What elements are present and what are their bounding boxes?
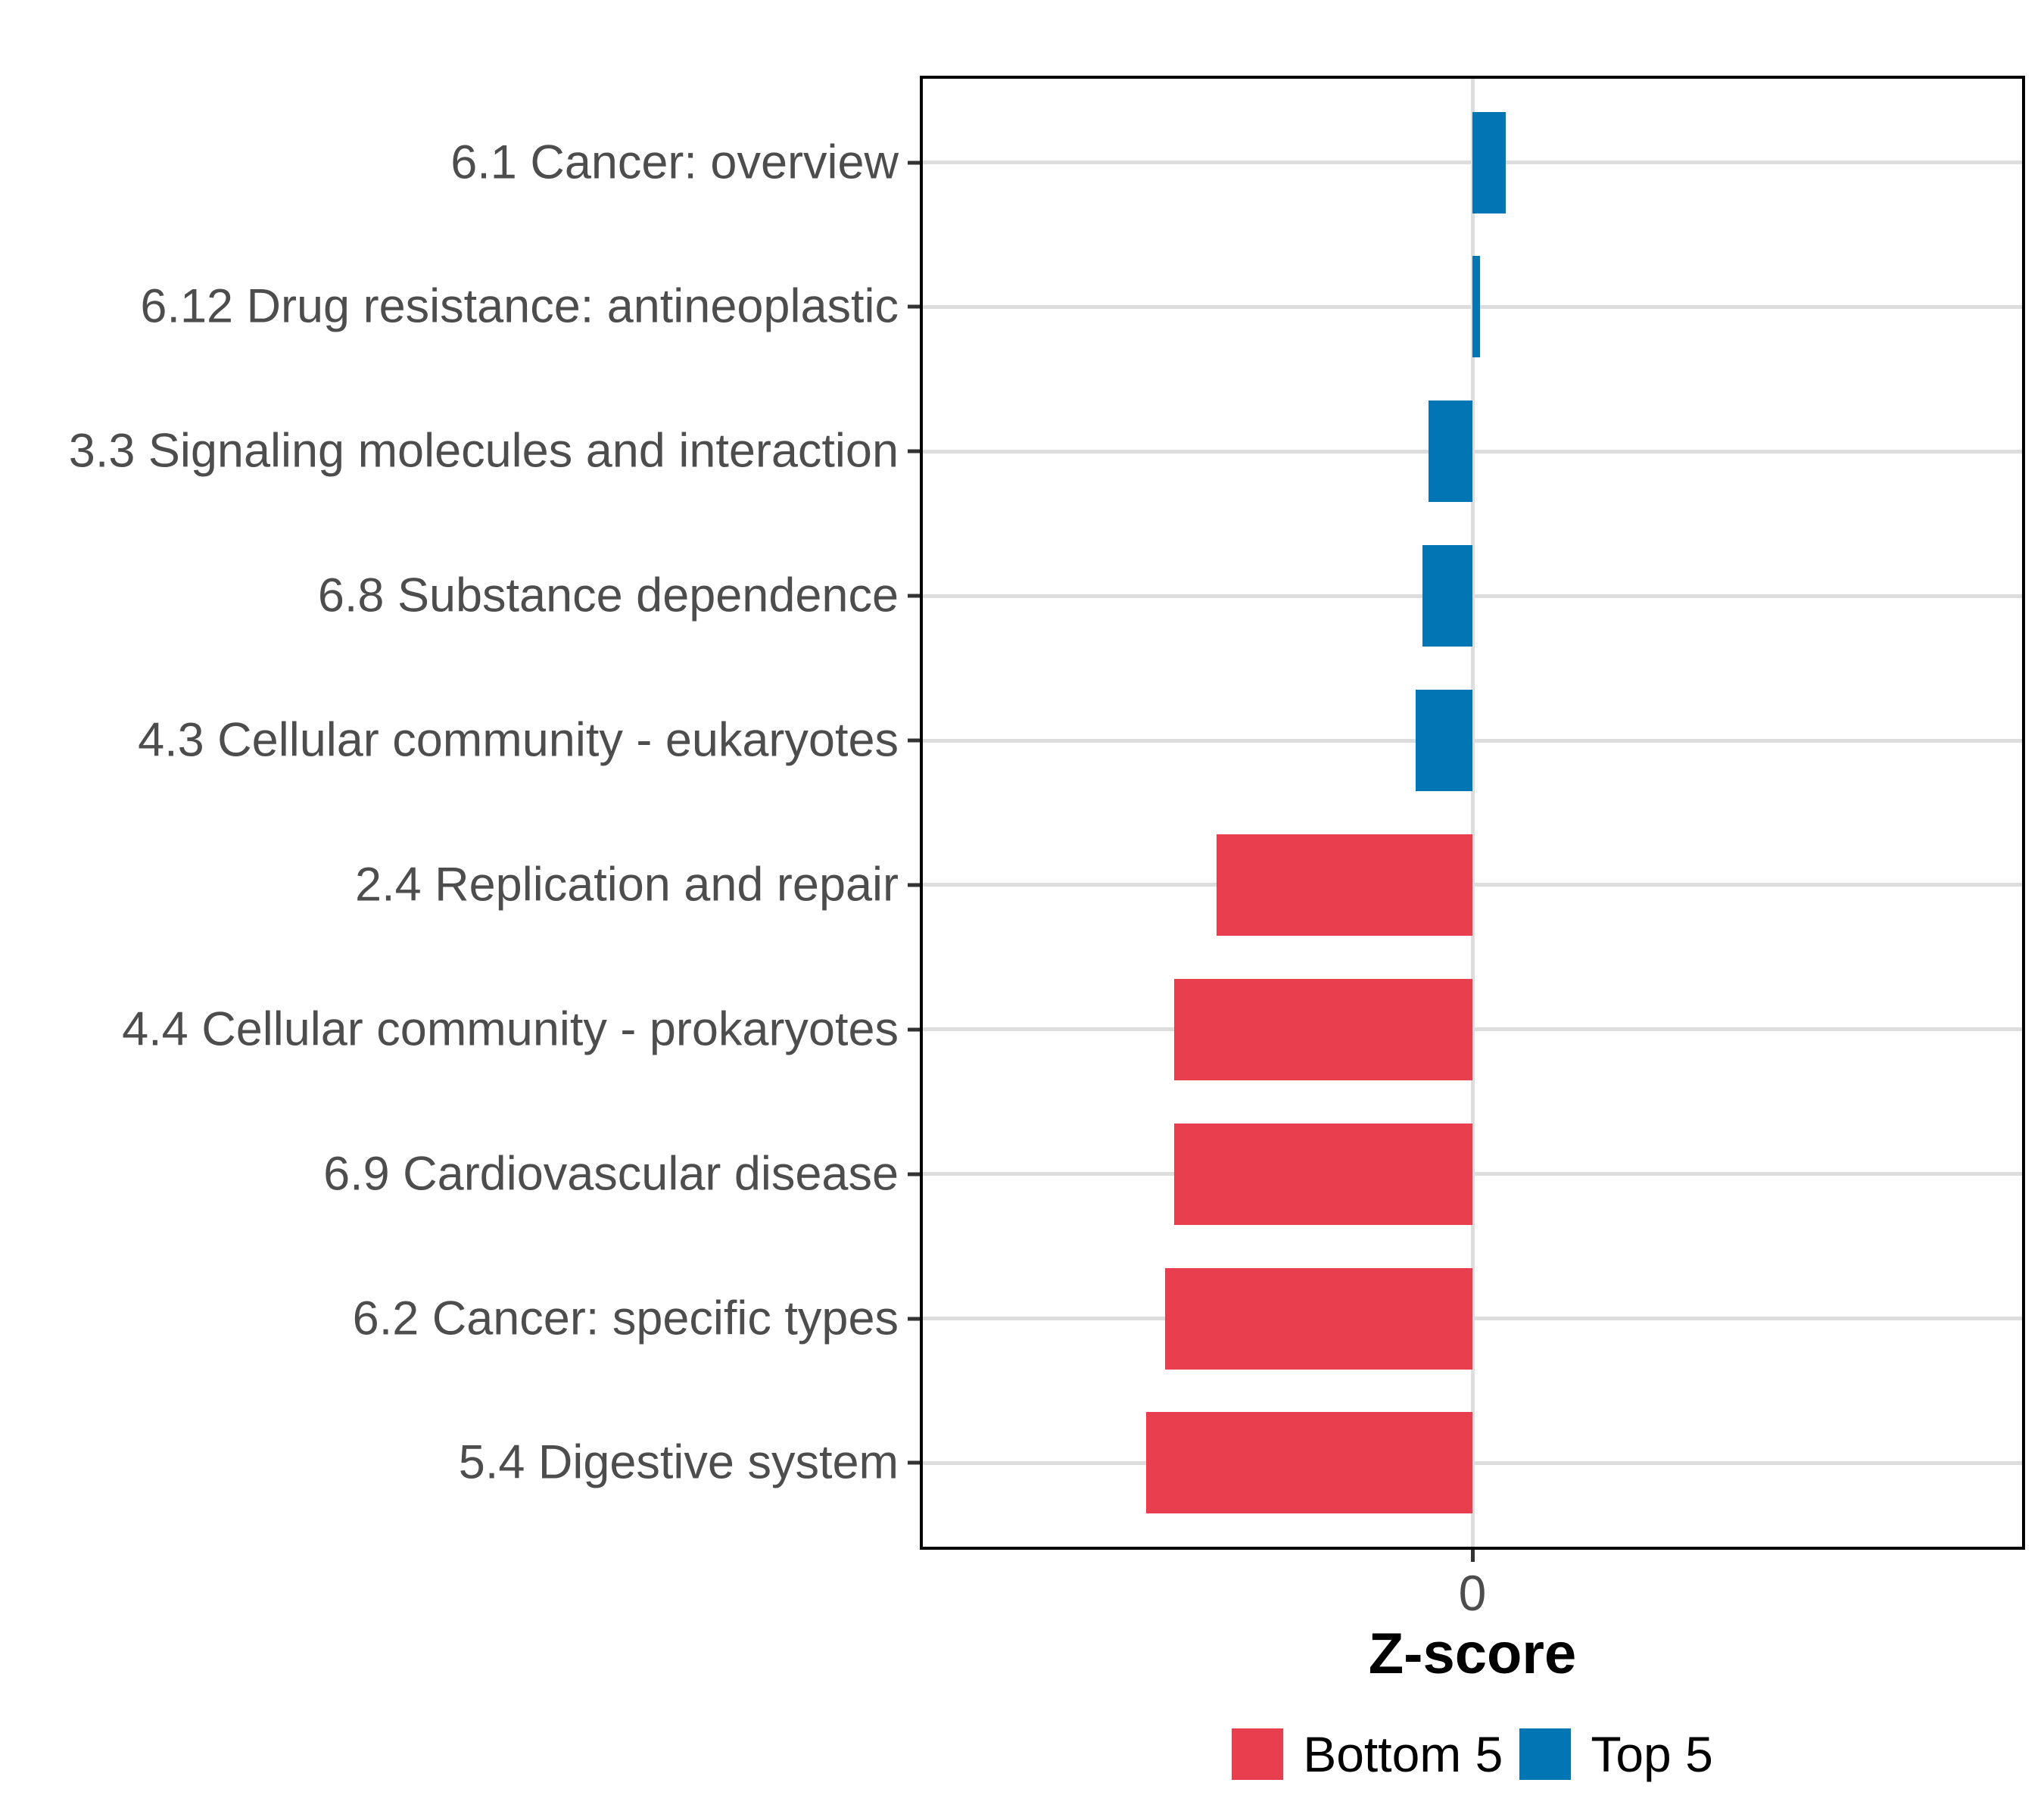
- legend-swatch-top5-icon: [1519, 1728, 1572, 1780]
- bar-top5: [1472, 111, 1506, 213]
- y-axis-tick: [908, 1460, 920, 1465]
- bar-top5: [1428, 400, 1472, 503]
- y-axis-tick: [908, 1172, 920, 1177]
- bar-top5: [1422, 545, 1472, 647]
- legend-label-top5: Top 5: [1591, 1726, 1713, 1782]
- legend-swatch-bottom5-icon: [1232, 1728, 1284, 1780]
- bar-bottom5: [1173, 1123, 1472, 1225]
- y-tick-label: 4.3 Cellular community - eukaryotes: [138, 713, 899, 767]
- y-axis-tick: [908, 883, 920, 887]
- y-tick-label: 2.4 Replication and repair: [355, 858, 899, 912]
- bar-bottom5: [1164, 1267, 1472, 1370]
- bar-bottom5: [1173, 978, 1472, 1080]
- y-axis-tick: [908, 161, 920, 165]
- y-tick-label: 6.12 Drug resistance: antineoplastic: [140, 279, 899, 333]
- y-tick-label: 6.2 Cancer: specific types: [352, 1292, 899, 1345]
- bar-bottom5: [1216, 834, 1472, 936]
- gridline-zero: [1470, 76, 1475, 1550]
- x-tick-label-zero: 0: [1458, 1565, 1487, 1621]
- x-axis-tick-zero: [1470, 1550, 1475, 1562]
- y-axis-tick: [908, 1317, 920, 1321]
- x-axis-title: Z-score: [1368, 1622, 1577, 1686]
- y-tick-label: 6.9 Cardiovascular disease: [323, 1147, 899, 1201]
- legend-label-bottom5: Bottom 5: [1303, 1726, 1503, 1782]
- y-tick-label: 6.8 Substance dependence: [317, 569, 899, 622]
- y-axis-tick: [908, 449, 920, 453]
- legend-item-top5: Top 5: [1519, 1726, 1713, 1782]
- legend-item-bottom5: Bottom 5: [1232, 1728, 1503, 1780]
- y-axis-tick: [908, 738, 920, 743]
- legend: Bottom 5 Top 5: [920, 1728, 2025, 1780]
- bar-top5: [1415, 690, 1472, 792]
- y-tick-label: 5.4 Digestive system: [458, 1435, 899, 1489]
- y-tick-label: 4.4 Cellular community - prokaryotes: [122, 1002, 899, 1056]
- y-tick-label: 3.3 Signaling molecules and interaction: [68, 424, 899, 478]
- y-axis-tick: [908, 1027, 920, 1032]
- y-axis-tick: [908, 304, 920, 309]
- bar-bottom5: [1146, 1412, 1472, 1514]
- bar-top5: [1472, 256, 1480, 358]
- y-tick-label: 6.1 Cancer: overview: [450, 136, 899, 189]
- y-axis-tick: [908, 594, 920, 598]
